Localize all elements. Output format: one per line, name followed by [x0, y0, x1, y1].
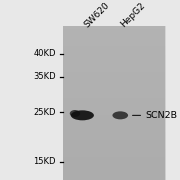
- Text: HepG2: HepG2: [119, 1, 147, 29]
- Text: 40KD: 40KD: [33, 49, 56, 58]
- Text: 35KD: 35KD: [33, 72, 56, 81]
- Ellipse shape: [70, 110, 80, 117]
- Ellipse shape: [71, 110, 94, 120]
- Text: 25KD: 25KD: [33, 108, 56, 117]
- Text: SW620: SW620: [82, 0, 111, 29]
- Text: 15KD: 15KD: [33, 157, 56, 166]
- Ellipse shape: [112, 111, 128, 119]
- Text: SCN2B: SCN2B: [145, 111, 177, 120]
- Bar: [63, 26, 165, 180]
